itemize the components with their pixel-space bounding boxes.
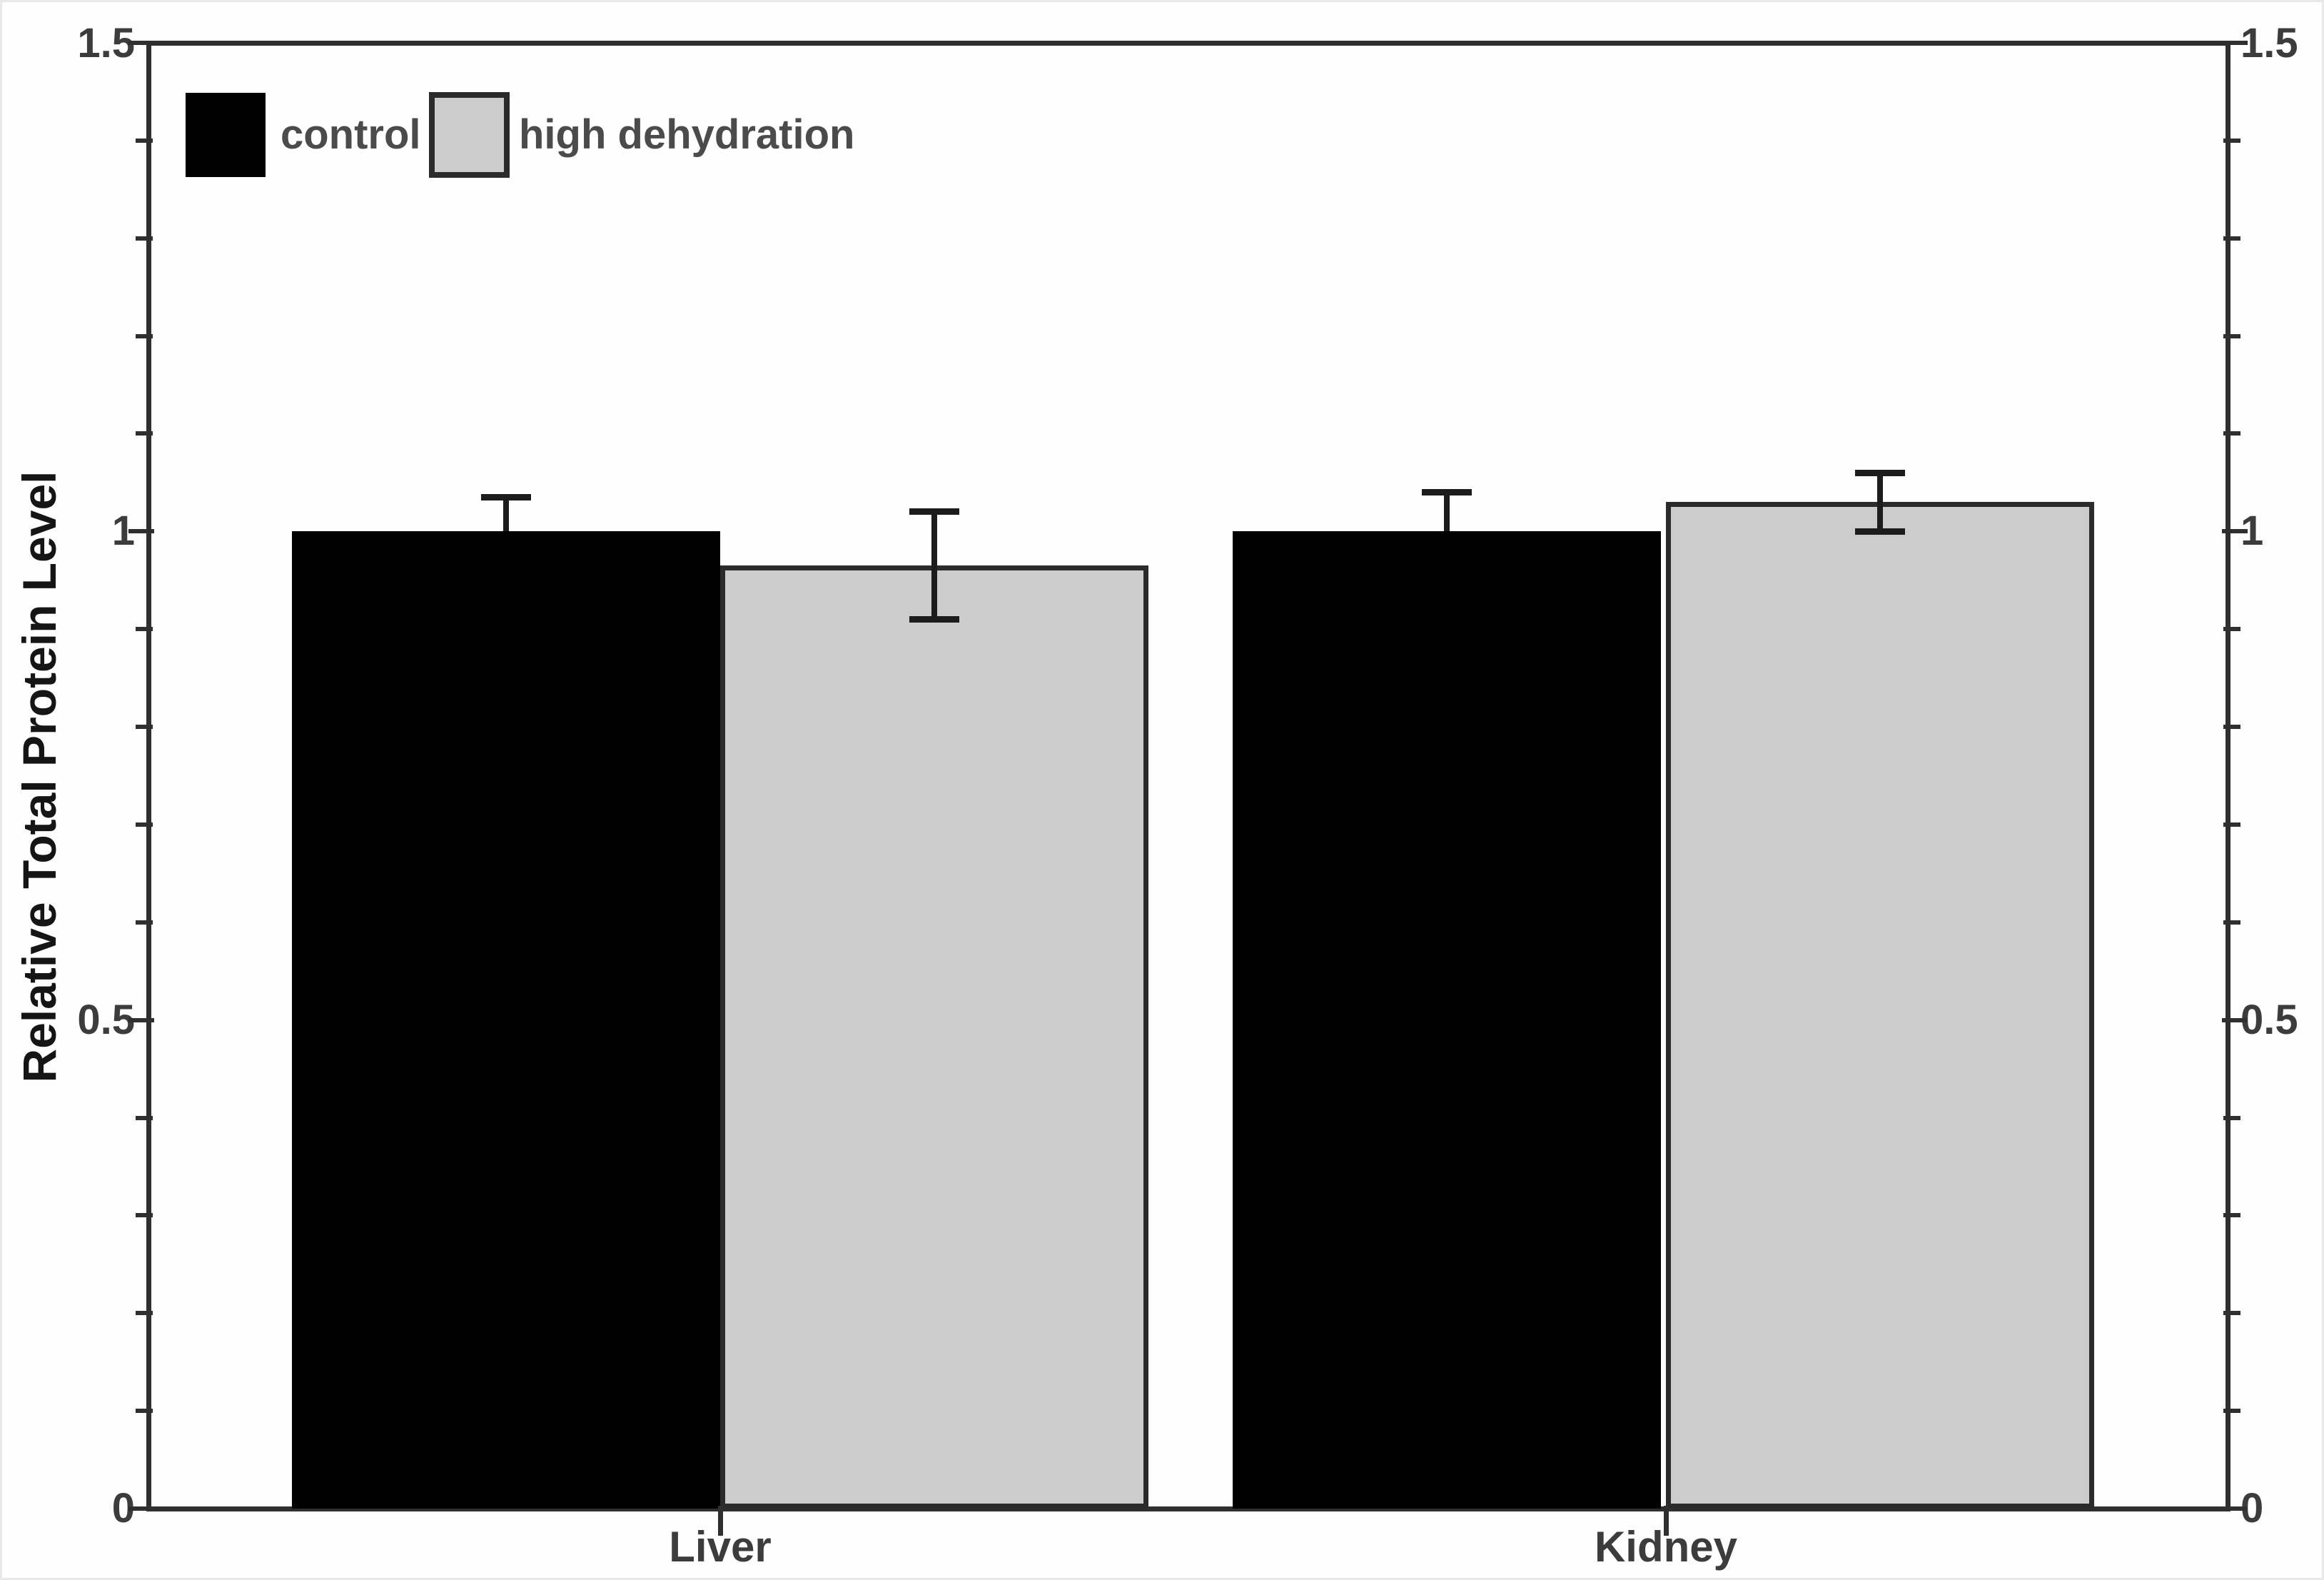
left-tick-label-1.5: 1.5 (77, 20, 135, 66)
left-axis-tick-1 (128, 529, 154, 534)
right-axis-tick-0.3 (2223, 1213, 2240, 1218)
left-axis-tick-0.9 (136, 627, 153, 632)
right-axis-tick-0.6 (2223, 920, 2240, 925)
y-axis-title: Relative Total Protein Level (13, 471, 66, 1083)
left-axis-tick-0.2 (136, 1311, 153, 1316)
left-axis-tick-1.1 (136, 431, 153, 436)
error-bar-kidney-control-stem (1444, 492, 1450, 532)
error-bar-kidney-high-dehydration-cap-bottom (1855, 528, 1905, 535)
right-axis-tick-0.7 (2223, 822, 2240, 827)
error-bar-kidney-high-dehydration-stem (1877, 473, 1883, 532)
legend-label-high-dehydration: high dehydration (519, 111, 855, 158)
error-bar-kidney-control-cap-top (1422, 489, 1472, 496)
left-axis-tick-0.7 (136, 822, 153, 827)
left-axis-tick-0.3 (136, 1213, 153, 1218)
right-axis-tick-0.4 (2223, 1115, 2240, 1120)
left-tick-label-1: 1 (111, 508, 135, 554)
left-axis-tick-1.4 (136, 138, 153, 143)
bar-kidney-high-dehydration (1666, 502, 2094, 1509)
right-tick-label-1: 1 (2240, 508, 2264, 554)
right-axis-tick-0.1 (2223, 1409, 2240, 1414)
left-axis-tick-1.2 (136, 333, 153, 338)
right-axis-tick-0.2 (2223, 1311, 2240, 1316)
left-axis-tick-1.3 (136, 236, 153, 241)
left-axis-tick-0.1 (136, 1409, 153, 1414)
right-axis-tick-0.9 (2223, 627, 2240, 632)
error-bar-liver-high-dehydration-cap-bottom (909, 616, 959, 623)
x-axis-tick-liver (718, 1506, 723, 1536)
left-axis-tick-0.5 (128, 1017, 154, 1022)
left-axis-tick-0.8 (136, 725, 153, 730)
left-axis-tick-0.4 (136, 1115, 153, 1120)
bar-liver-control (292, 531, 720, 1509)
x-axis-tick-kidney (1664, 1506, 1669, 1536)
right-axis-tick-0.8 (2223, 725, 2240, 730)
right-tick-label-1.5: 1.5 (2240, 20, 2298, 66)
right-tick-label-0: 0 (2240, 1485, 2264, 1531)
error-bar-liver-high-dehydration-cap-top (909, 508, 959, 515)
bar-liver-high-dehydration (720, 565, 1148, 1509)
left-tick-label-0.5: 0.5 (77, 997, 135, 1043)
bar-kidney-control (1233, 531, 1661, 1509)
error-bar-liver-high-dehydration-stem (931, 511, 937, 620)
right-axis-tick-0 (2222, 1506, 2248, 1511)
right-axis-tick-1.5 (2222, 41, 2248, 45)
legend-swatch-control (186, 93, 266, 177)
legend-label-control: control (281, 111, 421, 158)
right-tick-label-0.5: 0.5 (2240, 997, 2298, 1043)
error-bar-liver-control-stem (503, 497, 509, 532)
left-axis-tick-0 (128, 1506, 154, 1511)
right-axis-tick-1 (2222, 529, 2248, 534)
left-tick-label-0: 0 (111, 1485, 135, 1531)
plot-frame (146, 41, 2230, 1511)
right-axis-tick-1.3 (2223, 236, 2240, 241)
right-axis-tick-1.2 (2223, 333, 2240, 338)
legend-swatch-high-dehydration (429, 92, 510, 178)
error-bar-kidney-high-dehydration-cap-top (1855, 469, 1905, 476)
right-axis-tick-1.1 (2223, 431, 2240, 436)
right-axis-tick-0.5 (2222, 1017, 2248, 1022)
left-axis-tick-1.5 (128, 41, 154, 45)
error-bar-liver-control-cap-top (481, 493, 531, 500)
left-axis-tick-0.6 (136, 920, 153, 925)
right-axis-tick-1.4 (2223, 138, 2240, 143)
